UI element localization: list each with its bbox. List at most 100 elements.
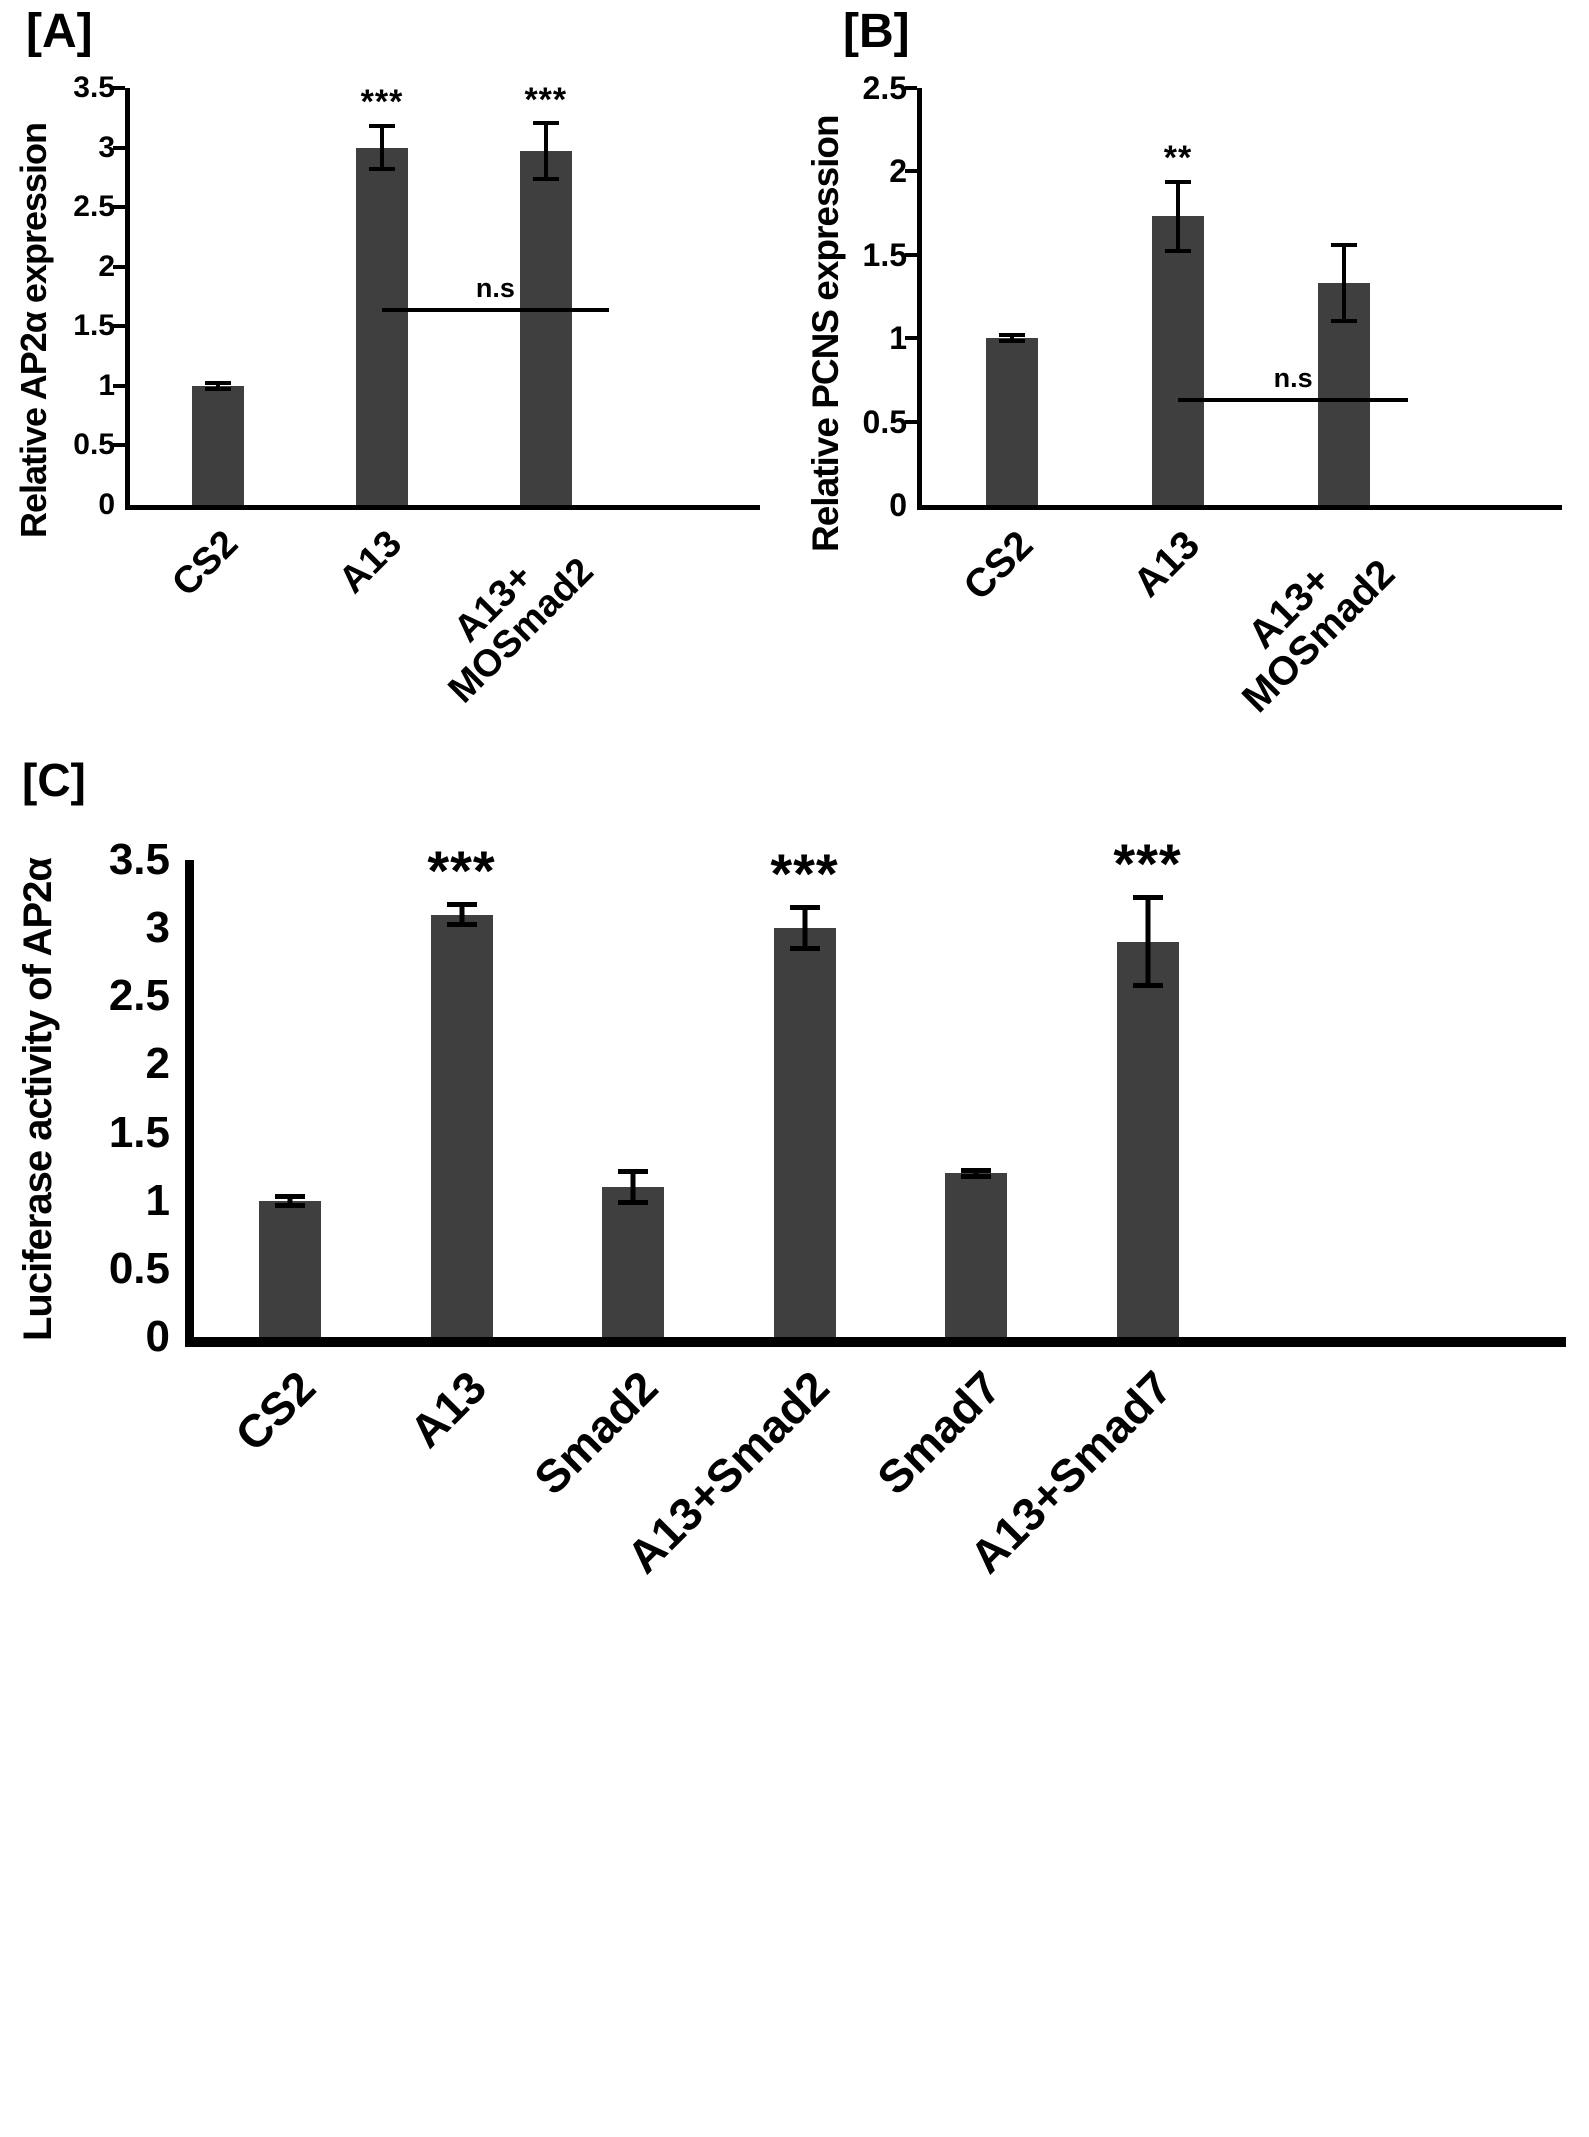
y-tick-label: 2 bbox=[98, 249, 115, 283]
error-bar bbox=[961, 1168, 992, 1179]
bar bbox=[519, 151, 572, 505]
y-tick-label: 3.5 bbox=[108, 835, 170, 884]
bar bbox=[259, 1200, 322, 1337]
y-tick-mark bbox=[113, 86, 125, 90]
panel-b-y-axis-ticks: 0 0.5 1 1.5 2 2.5 bbox=[832, 72, 907, 521]
significance-stars: *** bbox=[427, 838, 496, 902]
panel-c-y-axis-ticks: 0 0.5 1 1.5 2 2.5 3 3.5 bbox=[55, 838, 170, 1359]
error-bar-line bbox=[380, 127, 384, 168]
error-bar bbox=[618, 1169, 649, 1205]
x-category-label: CS2 bbox=[955, 522, 1042, 609]
significance-stars: *** bbox=[524, 80, 568, 119]
error-bar-line bbox=[459, 907, 465, 922]
error-bar-line bbox=[216, 385, 221, 387]
y-tick-label: 3 bbox=[145, 903, 170, 953]
y-tick-mark bbox=[905, 252, 917, 257]
panel-b: [B] Relative PCNS expression 0 0.5 1 1.5 2 2.… bbox=[795, 0, 1589, 752]
ns-comparison-line bbox=[1178, 397, 1409, 402]
y-tick-mark bbox=[113, 383, 125, 388]
x-category-label: CS2 bbox=[224, 1360, 325, 1461]
error-bar-line bbox=[1176, 183, 1180, 250]
y-tick-label: 2.5 bbox=[108, 971, 170, 1021]
y-tick-mark bbox=[113, 324, 125, 329]
error-bar-line bbox=[1342, 247, 1347, 320]
ns-label: n.s bbox=[1273, 362, 1313, 393]
bar bbox=[985, 338, 1038, 505]
y-tick-label: 3.5 bbox=[73, 71, 115, 104]
y-tick-label: 0 bbox=[145, 1312, 170, 1361]
error-bar-line bbox=[1009, 337, 1014, 340]
significance-stars: *** bbox=[770, 841, 839, 905]
error-bar-line bbox=[973, 1173, 979, 1174]
error-bar bbox=[998, 333, 1025, 344]
panel-c-label: [C] bbox=[22, 754, 86, 806]
error-bar bbox=[789, 904, 820, 952]
x-category-label: A13+ MOSmad2 bbox=[1233, 551, 1403, 721]
x-category-label: Smad7 bbox=[867, 1360, 1011, 1505]
y-tick-label: 2 bbox=[145, 1039, 170, 1089]
error-bar bbox=[446, 902, 477, 927]
y-tick-label: 0 bbox=[889, 487, 907, 523]
bar bbox=[773, 928, 836, 1337]
panel-c-plot-area: *** *** *** bbox=[185, 835, 1566, 1347]
y-tick-label: 2.5 bbox=[862, 70, 907, 106]
x-category-label: Smad2 bbox=[524, 1360, 668, 1505]
error-bar bbox=[205, 381, 232, 391]
y-tick-label: 1.5 bbox=[73, 309, 115, 343]
y-tick-label: 0.5 bbox=[108, 1243, 170, 1293]
x-category-label: A13 bbox=[399, 1360, 497, 1458]
error-bar-line bbox=[802, 909, 808, 947]
bar bbox=[602, 1187, 665, 1337]
panel-b-label: [B] bbox=[843, 5, 910, 58]
y-tick-label: 1.5 bbox=[862, 236, 907, 273]
y-tick-label: 2.5 bbox=[73, 190, 115, 224]
bar bbox=[1116, 941, 1179, 1337]
panel-a: [A] Relative AP2α expression 0 0.5 1 1.5 2 2.… bbox=[0, 0, 795, 752]
error-bar-line bbox=[287, 1198, 293, 1203]
x-category-label: A13 bbox=[1124, 522, 1208, 606]
y-tick-mark bbox=[905, 419, 917, 424]
error-bar bbox=[532, 121, 559, 181]
x-category-label: A13 bbox=[331, 522, 411, 602]
significance-stars: ** bbox=[1163, 139, 1193, 178]
y-tick-label: 2 bbox=[889, 153, 907, 190]
y-tick-label: 3 bbox=[98, 130, 115, 164]
y-tick-label: 0.5 bbox=[73, 428, 115, 462]
significance-stars: *** bbox=[1113, 832, 1182, 896]
error-bar-line bbox=[543, 125, 548, 177]
y-tick-label: 1 bbox=[98, 368, 115, 402]
x-category-label: A13+ MOSmad2 bbox=[440, 549, 602, 712]
panel-c: [C] Luciferase activity of AP2α 0 0.5 1 1.5… bbox=[0, 755, 1589, 2137]
panel-b-x-axis-labels: CS2 A13 A13+ MOSmad2 bbox=[922, 516, 1562, 750]
y-tick-mark bbox=[905, 336, 917, 341]
x-category-label: CS2 bbox=[164, 522, 247, 605]
panel-a-plot-area: *** *** n.s bbox=[113, 80, 760, 510]
error-bar bbox=[1165, 179, 1191, 254]
y-tick-label: 1.5 bbox=[108, 1107, 170, 1157]
bar bbox=[1152, 216, 1204, 505]
panel-a-chart: 0 0.5 1 1.5 2 2.5 3 3.5 *** *** n.s CS2 A13 A13+ MO… bbox=[0, 0, 795, 752]
significance-stars: *** bbox=[360, 83, 404, 122]
y-tick-label: 0.5 bbox=[862, 403, 907, 440]
error-bar-line bbox=[630, 1174, 636, 1200]
y-tick-mark bbox=[113, 443, 125, 448]
bar bbox=[192, 385, 245, 505]
error-bar bbox=[1331, 243, 1358, 324]
y-tick-mark bbox=[113, 145, 125, 150]
panel-a-y-axis-ticks: 0 0.5 1 1.5 2 2.5 3 3.5 bbox=[40, 73, 115, 520]
y-tick-mark bbox=[905, 169, 917, 174]
bar bbox=[945, 1173, 1008, 1337]
ns-comparison-line bbox=[382, 308, 609, 312]
panel-a-label: [A] bbox=[26, 5, 93, 58]
y-tick-label: 1 bbox=[889, 320, 907, 357]
bar bbox=[356, 147, 408, 505]
y-tick-mark bbox=[905, 86, 917, 90]
y-tick-mark bbox=[113, 264, 125, 269]
panel-c-chart: 0 0.5 1 1.5 2 2.5 3 3.5 *** *** *** CS2 A13 Smad2 A1… bbox=[0, 755, 1589, 2137]
error-bar-line bbox=[1145, 900, 1151, 984]
panel-b-chart: 0 0.5 1 1.5 2 2.5 ** n.s CS2 A13 A13+ MOSmad2 bbox=[795, 0, 1589, 752]
bar bbox=[430, 914, 493, 1337]
panel-a-x-axis-labels: CS2 A13 A13+ MOSmad2 bbox=[130, 516, 760, 750]
ns-label: n.s bbox=[475, 273, 515, 303]
